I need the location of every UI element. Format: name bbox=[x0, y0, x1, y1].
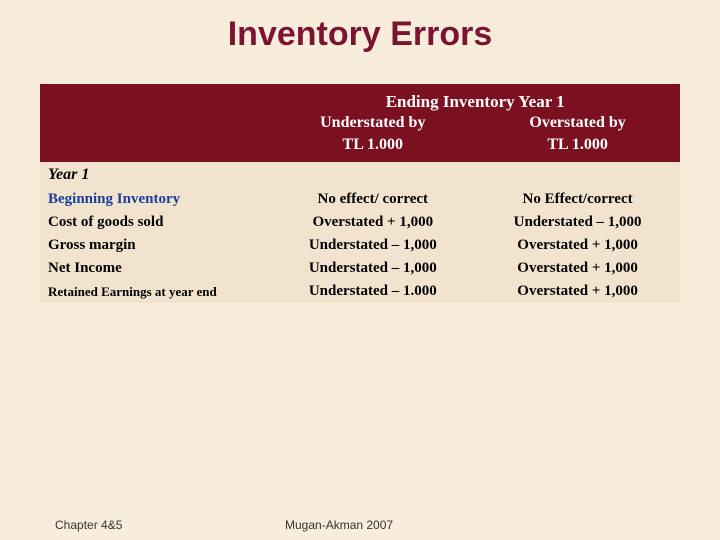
header-col-overstated: Overstated by bbox=[475, 112, 680, 134]
header-amount-understated: TL 1.000 bbox=[270, 134, 475, 162]
row-label: Gross margin bbox=[40, 234, 270, 257]
header-amount-overstated: TL 1.000 bbox=[475, 134, 680, 162]
row-label: Beginning Inventory bbox=[40, 188, 270, 211]
row-overstated-value: No Effect/correct bbox=[475, 188, 680, 211]
table-header-super-row: Ending Inventory Year 1 bbox=[40, 84, 680, 112]
table-row: Gross marginUnderstated – 1,000Overstate… bbox=[40, 234, 680, 257]
row-label: Retained Earnings at year end bbox=[40, 280, 270, 303]
year-label-row: Year 1 bbox=[40, 162, 680, 188]
row-understated-value: Understated – 1,000 bbox=[270, 257, 475, 280]
row-overstated-value: Overstated + 1,000 bbox=[475, 280, 680, 303]
inventory-table-container: Ending Inventory Year 1 Understated by O… bbox=[40, 84, 680, 303]
table-row: Cost of goods soldOverstated + 1,000Unde… bbox=[40, 211, 680, 234]
row-understated-value: Understated – 1.000 bbox=[270, 280, 475, 303]
inventory-errors-table: Ending Inventory Year 1 Understated by O… bbox=[40, 84, 680, 303]
table-header-amount-row: TL 1.000 TL 1.000 bbox=[40, 134, 680, 162]
footer-attribution: Mugan-Akman 2007 bbox=[285, 518, 393, 532]
year-label: Year 1 bbox=[40, 162, 270, 188]
footer-chapter: Chapter 4&5 bbox=[55, 518, 122, 532]
header-super-label: Ending Inventory Year 1 bbox=[270, 84, 680, 112]
table-row: Retained Earnings at year endUnderstated… bbox=[40, 280, 680, 303]
row-understated-value: No effect/ correct bbox=[270, 188, 475, 211]
row-overstated-value: Overstated + 1,000 bbox=[475, 234, 680, 257]
table-row: Net IncomeUnderstated – 1,000Overstated … bbox=[40, 257, 680, 280]
slide: Inventory Errors Ending Inventory Year 1… bbox=[0, 0, 720, 540]
table-row: Beginning InventoryNo effect/ correctNo … bbox=[40, 188, 680, 211]
table-header-label-row: Understated by Overstated by bbox=[40, 112, 680, 134]
row-understated-value: Understated – 1,000 bbox=[270, 234, 475, 257]
row-label: Net Income bbox=[40, 257, 270, 280]
slide-title: Inventory Errors bbox=[0, 15, 720, 54]
row-understated-value: Overstated + 1,000 bbox=[270, 211, 475, 234]
header-col-understated: Understated by bbox=[270, 112, 475, 134]
row-overstated-value: Understated – 1,000 bbox=[475, 211, 680, 234]
row-label: Cost of goods sold bbox=[40, 211, 270, 234]
row-overstated-value: Overstated + 1,000 bbox=[475, 257, 680, 280]
